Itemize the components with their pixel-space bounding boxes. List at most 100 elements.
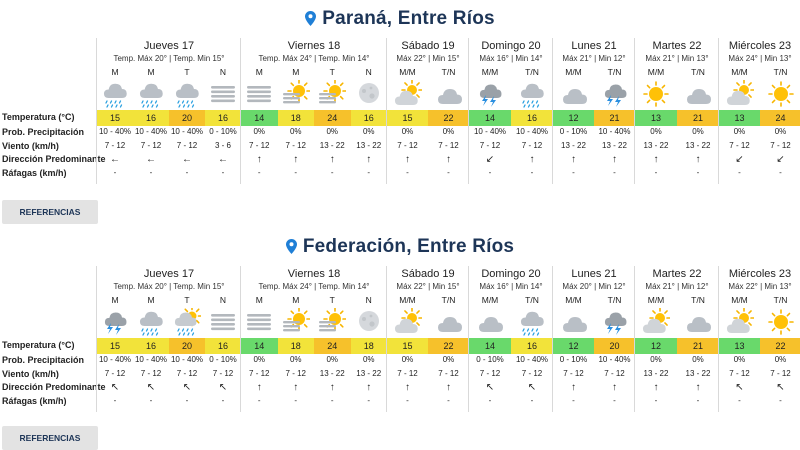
gust-cell: - bbox=[654, 396, 658, 405]
period-label: M bbox=[292, 67, 300, 77]
cloud-icon bbox=[560, 308, 588, 336]
wind-cell: 7 - 12 bbox=[249, 141, 270, 150]
period-column: T/N 16 10 - 40% 7 - 12 ↖ - bbox=[511, 266, 553, 412]
wind-cell: 13 - 22 bbox=[356, 141, 382, 150]
day-column: Miércoles 23 Máx 24° | Min 13° M/M 13 0% 7 - … bbox=[718, 38, 800, 184]
period-column: M 15 10 - 40% 7 - 12 ↖ - bbox=[97, 266, 133, 412]
wind-cell: 13 - 22 bbox=[319, 369, 345, 378]
storm-icon bbox=[601, 308, 629, 336]
rain-icon bbox=[518, 80, 546, 108]
period-label: M bbox=[147, 67, 155, 77]
location-pin-icon bbox=[305, 10, 317, 32]
period-column: T 20 10 - 40% 7 - 12 ↖ - bbox=[169, 266, 205, 412]
gust-cell: - bbox=[257, 168, 261, 177]
sun-cloud-icon bbox=[726, 79, 755, 108]
fog-icon bbox=[209, 80, 237, 108]
day-name: Viernes 18 bbox=[287, 268, 341, 280]
wind-cell: 13 - 22 bbox=[561, 141, 586, 150]
precip-prob-cell: 0% bbox=[692, 127, 704, 136]
gust-cell: - bbox=[488, 396, 492, 405]
wind-direction-icon: ↑ bbox=[329, 382, 335, 393]
wind-cell: 7 - 12 bbox=[104, 369, 126, 378]
wind-direction-icon: ↑ bbox=[653, 382, 659, 393]
period-column: M/M 15 0% 7 - 12 ↑ - bbox=[387, 38, 428, 184]
gust-cell: - bbox=[488, 168, 492, 177]
temperature-cell: 13 bbox=[719, 338, 760, 354]
wind-direction-icon: ↑ bbox=[571, 154, 576, 165]
gust-cell: - bbox=[221, 396, 225, 405]
period-column: M 18 0% 7 - 12 ↑ - bbox=[277, 38, 314, 184]
temperature-cell: 18 bbox=[277, 110, 314, 126]
wind-direction-icon: ↑ bbox=[653, 154, 659, 165]
temperature-cell: 15 bbox=[97, 110, 133, 126]
wind-direction-icon: ↙ bbox=[735, 154, 744, 165]
cloud-icon bbox=[560, 80, 588, 108]
wind-direction-icon: ↖ bbox=[218, 382, 228, 393]
wind-cell: 7 - 12 bbox=[212, 369, 234, 378]
precip-prob-cell: 0 - 10% bbox=[209, 355, 237, 364]
period-column: M/M 14 0 - 10% 7 - 12 ↖ - bbox=[469, 266, 511, 412]
precip-prob-cell: 0% bbox=[774, 355, 787, 364]
period-label: M bbox=[147, 295, 155, 305]
wind-direction-icon: ← bbox=[182, 154, 192, 165]
row-label: Dirección Predominante bbox=[2, 382, 106, 392]
cloud-icon bbox=[476, 308, 504, 336]
precip-prob-cell: 0% bbox=[289, 355, 302, 364]
period-column: M 16 10 - 40% 7 - 12 ↖ - bbox=[133, 266, 169, 412]
period-label: M bbox=[255, 67, 263, 77]
period-label: M/M bbox=[565, 67, 582, 77]
day-column: Martes 22 Máx 21° | Min 13° M/M 13 0% 13 - 22… bbox=[634, 38, 719, 184]
wind-cell: 7 - 12 bbox=[397, 369, 418, 378]
rain-icon bbox=[137, 308, 165, 336]
location-title: Paraná, Entre Ríos bbox=[0, 8, 800, 32]
wind-direction-icon: ↑ bbox=[256, 382, 262, 393]
temperature-cell: 16 bbox=[511, 110, 553, 126]
wind-direction-icon: ↑ bbox=[405, 154, 410, 165]
wind-cell: 7 - 12 bbox=[397, 141, 418, 150]
gust-cell: - bbox=[530, 396, 534, 405]
day-temp-range: Máx 21° | Min 12° bbox=[562, 54, 626, 63]
gust-cell: - bbox=[696, 168, 700, 177]
references-button[interactable]: REFERENCIAS bbox=[2, 426, 98, 450]
moon-cloud-icon bbox=[355, 80, 383, 108]
temperature-cell: 14 bbox=[241, 338, 278, 354]
wind-direction-icon: ↑ bbox=[446, 154, 451, 165]
precip-prob-cell: 10 - 40% bbox=[170, 127, 204, 136]
rain-icon bbox=[137, 80, 165, 108]
temperature-cell: 12 bbox=[635, 338, 677, 354]
day-column: Sábado 19 Máx 22° | Min 15° M/M 15 0% 7 - 12 ↑… bbox=[386, 266, 469, 412]
wind-cell: 7 - 12 bbox=[285, 369, 306, 378]
fog-icon bbox=[245, 308, 273, 336]
gust-cell: - bbox=[257, 396, 261, 405]
period-label: M/M bbox=[399, 67, 416, 77]
wind-direction-icon: ↑ bbox=[329, 154, 335, 165]
wind-cell: 7 - 12 bbox=[770, 369, 791, 378]
precip-prob-cell: 0 - 10% bbox=[476, 355, 504, 364]
sun-cloud-icon bbox=[394, 307, 423, 336]
location-title: Federación, Entre Ríos bbox=[0, 236, 800, 260]
period-label: N bbox=[365, 295, 372, 305]
gust-cell: - bbox=[530, 168, 534, 177]
period-column: N 16 0 - 10% 7 - 12 ↖ - bbox=[205, 266, 241, 412]
period-column: M/M 12 0% 13 - 22 ↑ - bbox=[635, 266, 677, 412]
wind-cell: 13 - 22 bbox=[356, 369, 382, 378]
references-button[interactable]: REFERENCIAS bbox=[2, 200, 98, 224]
day-temp-range: Temp. Máx 20° | Temp. Min 15° bbox=[113, 282, 225, 291]
precip-prob-cell: 0% bbox=[401, 127, 414, 136]
period-column: M 16 10 - 40% 7 - 12 ← - bbox=[133, 38, 169, 184]
period-label: M/M bbox=[399, 295, 416, 305]
day-temp-range: Máx 24° | Min 13° bbox=[728, 54, 792, 63]
gust-cell: - bbox=[406, 168, 409, 177]
period-column: T 20 10 - 40% 7 - 12 ← - bbox=[169, 38, 205, 184]
temperature-cell: 14 bbox=[469, 110, 511, 126]
location-name: Federación, Entre Ríos bbox=[302, 236, 515, 257]
day-name: Miércoles 23 bbox=[728, 268, 792, 280]
day-name: Domingo 20 bbox=[481, 268, 541, 280]
wind-cell: 3 - 6 bbox=[214, 141, 231, 150]
day-temp-range: Máx 20° | Min 12° bbox=[562, 282, 626, 291]
gust-cell: - bbox=[738, 168, 741, 177]
gust-cell: - bbox=[696, 396, 700, 405]
temperature-cell: 15 bbox=[387, 110, 428, 126]
row-label: Temperatura (°C) bbox=[2, 340, 75, 350]
period-label: M/M bbox=[565, 295, 582, 305]
